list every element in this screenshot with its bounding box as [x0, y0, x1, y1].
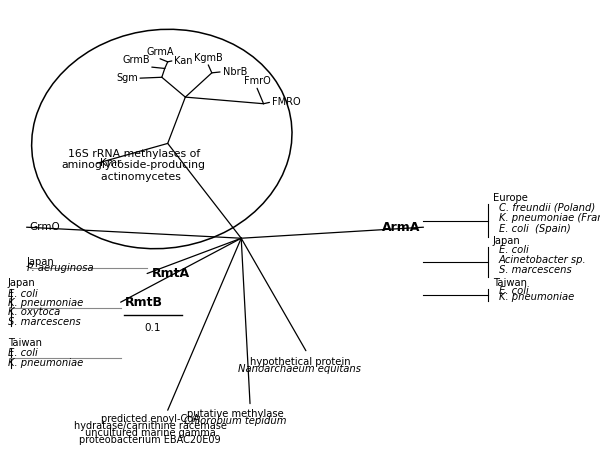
Text: hydratase/carnithine racemase: hydratase/carnithine racemase: [74, 421, 226, 431]
Text: KgmB: KgmB: [194, 53, 223, 63]
Text: ArmA: ArmA: [382, 220, 421, 234]
Text: Europe: Europe: [493, 193, 528, 203]
Text: proteobacterium EBAC20E09: proteobacterium EBAC20E09: [79, 435, 221, 445]
Text: Nanoarchaeum equitans: Nanoarchaeum equitans: [239, 364, 361, 374]
Text: putative methylase: putative methylase: [187, 409, 284, 419]
Text: Sgm: Sgm: [116, 73, 139, 83]
Text: Taiwan: Taiwan: [493, 278, 527, 288]
Text: E. coli: E. coli: [499, 245, 529, 255]
Text: E. coli: E. coli: [8, 288, 38, 299]
Text: FmrO: FmrO: [244, 76, 271, 86]
Text: K. oxytoca: K. oxytoca: [8, 307, 60, 317]
Text: NbrB: NbrB: [223, 67, 247, 77]
Text: C. freundii (Poland): C. freundii (Poland): [499, 202, 595, 212]
Text: Japan: Japan: [8, 278, 35, 288]
Text: Acinetobacter sp.: Acinetobacter sp.: [499, 255, 586, 265]
Text: Kan: Kan: [173, 56, 192, 66]
Text: E. coli: E. coli: [8, 348, 38, 359]
Text: uncultured marine gamma: uncultured marine gamma: [85, 428, 215, 438]
Text: GrmO: GrmO: [29, 222, 60, 232]
Text: K. pneumoniae: K. pneumoniae: [499, 292, 574, 302]
Text: S. marcescens: S. marcescens: [499, 265, 571, 274]
Text: GrmA: GrmA: [146, 46, 174, 57]
Text: E. coli: E. coli: [499, 286, 529, 296]
Text: RmtA: RmtA: [152, 267, 190, 280]
Text: 16S rRNA methylases of
aminoglycoside-producing
    actinomycetes: 16S rRNA methylases of aminoglycoside-pr…: [62, 149, 206, 182]
Text: Japan: Japan: [26, 256, 55, 266]
Text: FMRO: FMRO: [272, 97, 301, 108]
Text: Taiwan: Taiwan: [8, 338, 42, 348]
Text: E. coli  (Spain): E. coli (Spain): [499, 224, 571, 234]
Text: 0.1: 0.1: [145, 324, 161, 333]
Text: K. pneumoniae: K. pneumoniae: [8, 358, 83, 369]
Text: K. pneumoniae (France): K. pneumoniae (France): [499, 213, 600, 223]
Text: RmtB: RmtB: [125, 296, 163, 309]
Text: P. aeruginosa: P. aeruginosa: [26, 263, 93, 273]
Text: predicted enoyl-CoA: predicted enoyl-CoA: [101, 414, 199, 424]
Text: GrmB: GrmB: [122, 55, 150, 65]
Text: hypothetical protein: hypothetical protein: [250, 357, 350, 367]
Text: Japan: Japan: [493, 236, 521, 246]
Text: Chlorobium tepidum: Chlorobium tepidum: [184, 416, 287, 426]
Text: Kmr: Kmr: [100, 158, 121, 168]
Text: K. pneumoniae: K. pneumoniae: [8, 298, 83, 308]
Text: S. marcescens: S. marcescens: [8, 317, 80, 327]
